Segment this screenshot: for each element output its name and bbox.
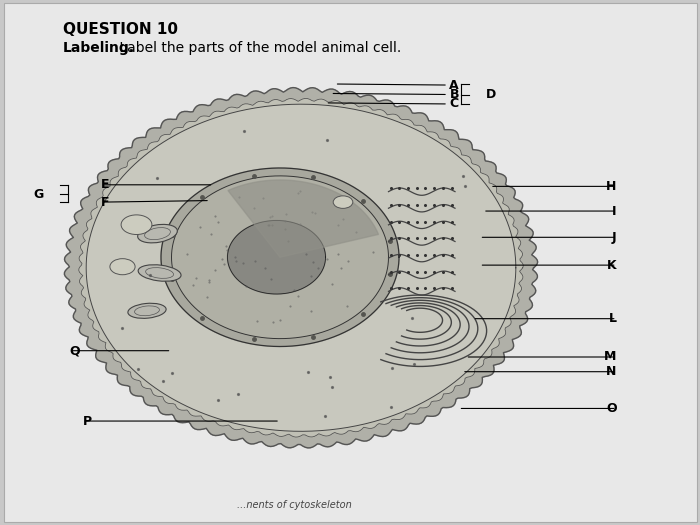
Text: I: I bbox=[612, 205, 617, 217]
Text: P: P bbox=[83, 415, 92, 427]
Polygon shape bbox=[172, 176, 388, 339]
Ellipse shape bbox=[121, 215, 152, 235]
Polygon shape bbox=[161, 168, 399, 346]
Text: Label the parts of the model animal cell.: Label the parts of the model animal cell… bbox=[116, 41, 402, 55]
Text: D: D bbox=[486, 88, 496, 101]
Text: E: E bbox=[101, 178, 109, 191]
Text: N: N bbox=[606, 365, 617, 378]
Polygon shape bbox=[78, 98, 524, 437]
Text: Q: Q bbox=[69, 344, 80, 357]
Text: L: L bbox=[609, 312, 617, 325]
Polygon shape bbox=[228, 220, 326, 294]
Text: B: B bbox=[449, 88, 459, 101]
Text: H: H bbox=[606, 180, 617, 193]
Ellipse shape bbox=[138, 265, 181, 281]
Ellipse shape bbox=[110, 259, 135, 275]
Ellipse shape bbox=[333, 196, 353, 208]
Ellipse shape bbox=[128, 303, 166, 318]
Polygon shape bbox=[64, 88, 538, 448]
FancyBboxPatch shape bbox=[4, 3, 696, 522]
Text: C: C bbox=[449, 98, 459, 110]
Text: M: M bbox=[604, 351, 617, 363]
Text: ...nents of cytoskeleton: ...nents of cytoskeleton bbox=[237, 500, 351, 510]
Polygon shape bbox=[86, 104, 516, 432]
Text: J: J bbox=[612, 231, 617, 244]
Text: O: O bbox=[606, 402, 617, 415]
Text: Labeling.: Labeling. bbox=[63, 41, 135, 55]
Text: G: G bbox=[33, 188, 43, 201]
Text: K: K bbox=[607, 259, 617, 271]
Text: A: A bbox=[449, 79, 459, 91]
Text: QUESTION 10: QUESTION 10 bbox=[63, 22, 178, 37]
Ellipse shape bbox=[138, 224, 177, 243]
Polygon shape bbox=[228, 180, 379, 257]
Text: F: F bbox=[101, 196, 109, 208]
